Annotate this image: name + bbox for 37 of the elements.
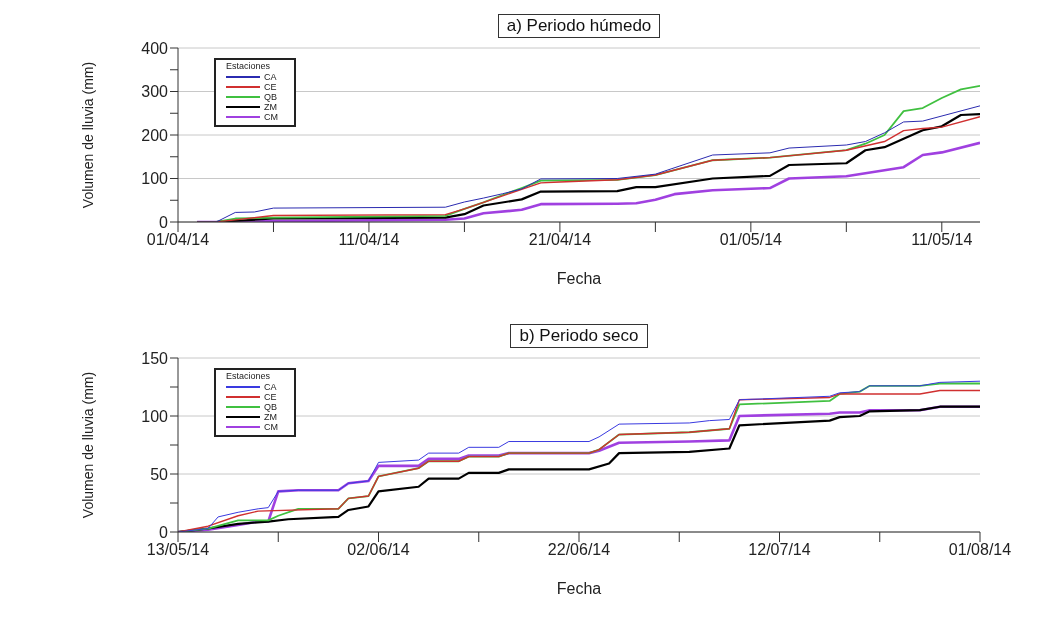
y-axis-title: Volumen de lluvia (mm) [79,371,96,519]
legend-label: CM [264,422,279,432]
y-tick-label: 150 [141,349,169,367]
y-axis-title: Volumen de lluvia (mm) [79,61,96,209]
x-tick-label: 12/07/14 [748,541,811,559]
y-tick-label: 50 [150,465,169,483]
legend-label: CA [264,382,278,392]
y-tick-label: 300 [141,83,169,101]
legend-label: ZM [264,412,278,422]
y-tick-label: 0 [159,523,169,541]
x-tick-label: 01/04/14 [146,231,210,249]
y-tick-label: 100 [141,170,169,188]
x-tick-label: 21/04/14 [528,231,592,249]
x-tick-label: 01/05/14 [719,231,783,249]
y-tick-label: 400 [141,39,169,57]
legend-label: CE [264,82,278,92]
legend-label: QB [264,92,278,102]
x-tick-label: 11/05/14 [911,231,973,249]
y-tick-label: 100 [141,407,169,425]
y-tick-label: 0 [159,213,169,231]
x-tick-label: 02/06/14 [347,541,410,559]
x-tick-label: 11/04/14 [338,231,400,249]
x-axis-title: Fecha [556,270,602,287]
legend-title: Estaciones [226,61,272,72]
y-tick-label: 200 [141,126,169,144]
x-tick-label: 01/08/14 [948,541,1012,559]
legend-label: CM [264,112,279,122]
chart-title: b) Periodo seco [510,324,648,348]
x-axis-title: Fecha [556,580,602,597]
legend-label: CA [264,72,278,82]
legend-label: QB [264,402,278,412]
legend-label: ZM [264,102,278,112]
x-tick-label: 22/06/14 [547,541,611,559]
legend-label: CE [264,392,278,402]
x-tick-label: 13/05/14 [146,541,210,559]
legend-title: Estaciones [226,371,272,382]
chart-title: a) Periodo húmedo [497,14,661,38]
